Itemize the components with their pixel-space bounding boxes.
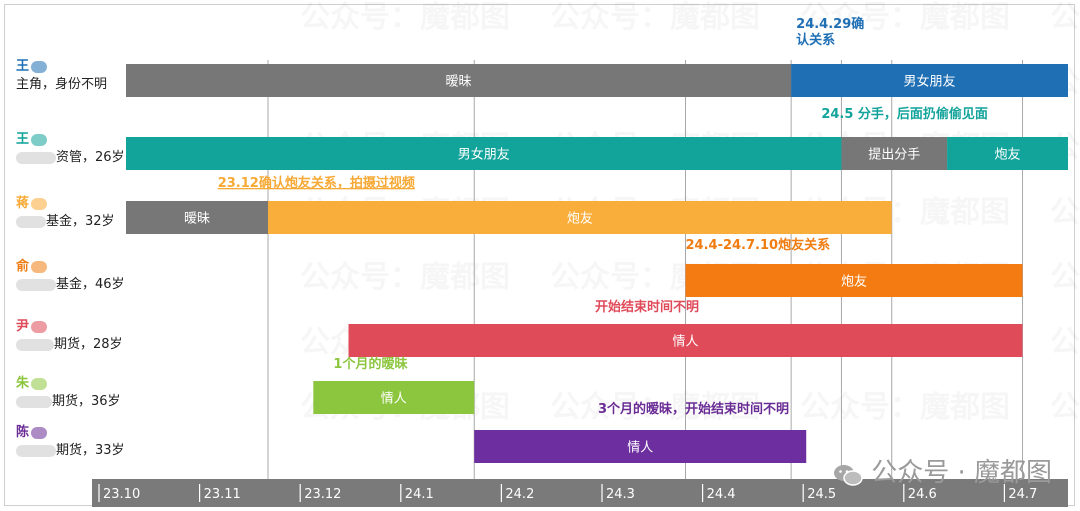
wechat-icon [833, 463, 863, 486]
annotation-text: 1个月的暧昧 [333, 356, 408, 372]
row-label: 朱期货，36岁 [16, 375, 121, 411]
x-tick-label: 24.5 [807, 487, 836, 502]
redacted-name-blur [31, 133, 48, 146]
row-description: 基金，32岁 [46, 214, 115, 229]
redacted-name-blur [31, 197, 48, 210]
bar-segment [126, 64, 792, 97]
bar-segment [685, 264, 1023, 297]
x-tick-label: 23.11 [204, 487, 241, 502]
row-label: 王主角，身份不明 [16, 58, 107, 94]
bar-segment [348, 324, 1023, 357]
row-surname: 朱 [16, 376, 30, 391]
row-surname: 王 [16, 132, 30, 147]
redacted-info-blur [16, 151, 56, 164]
x-tick-label: 24.1 [405, 487, 434, 502]
annotation-text: 23.12确认炮友关系，拍摄过视频 [218, 175, 415, 191]
annotation-text: 认关系 [796, 32, 835, 48]
row-label: 尹期货，28岁 [16, 318, 123, 354]
redacted-info-blur [16, 444, 56, 457]
x-tick-label: 24.3 [606, 487, 635, 502]
annotation-text: 24.4-24.7.10炮友关系 [686, 237, 831, 253]
bar-label: 炮友 [841, 274, 867, 290]
bar-label: 男女朋友 [458, 147, 510, 163]
bar-segment [126, 201, 269, 234]
x-axis-band [92, 479, 1068, 507]
row-description: 基金，46岁 [56, 277, 125, 292]
row-label: 陈期货，33岁 [16, 424, 125, 460]
bar-label: 情人 [673, 335, 699, 350]
redacted-name-blur [31, 260, 48, 273]
bar-label: 炮友 [567, 211, 593, 227]
redacted-info-blur [16, 395, 52, 408]
x-tick-label: 23.12 [304, 487, 341, 502]
annotation-text: 24.5 分手，后面扔偷偷见面 [821, 106, 988, 122]
bar-segment [791, 64, 1068, 97]
row-label: 俞基金，46岁 [16, 258, 125, 294]
redacted-name-blur [31, 426, 48, 439]
redacted-name-blur [31, 320, 48, 333]
row-label: 王资管，26岁 [16, 131, 125, 167]
bar-label: 男女朋友 [904, 74, 956, 90]
bar-label: 暧昧 [184, 212, 210, 227]
x-tick-label: 24.4 [707, 487, 736, 502]
redacted-name-blur [31, 60, 48, 73]
row-surname: 尹 [16, 319, 30, 334]
bar-segment [474, 430, 807, 463]
row-surname: 蒋 [16, 196, 30, 211]
row-surname: 俞 [16, 259, 30, 274]
bar-label: 暧昧 [446, 75, 472, 90]
row-description: 期货，28岁 [54, 337, 123, 352]
bar-segment [947, 137, 1068, 170]
bar-segment [268, 201, 892, 234]
bar-label: 提出分手 [868, 147, 920, 163]
bar-segment [126, 137, 842, 170]
bar-label: 情人 [381, 392, 407, 407]
row-surname: 王 [16, 59, 30, 74]
redacted-info-blur [16, 278, 56, 291]
brand-text: 公众号 · 魔都图 [871, 458, 1052, 488]
row-label: 蒋基金，32岁 [16, 195, 115, 231]
x-tick-label: 23.10 [103, 487, 140, 502]
bar-label: 炮友 [995, 147, 1021, 163]
bar-segment [841, 137, 948, 170]
row-description: 期货，33岁 [56, 443, 125, 458]
annotation-text: 3个月的暧昧，开始结束时间不明 [598, 401, 789, 417]
x-tick-label: 24.6 [908, 487, 937, 502]
brand-watermark: 公众号 · 魔都图 [833, 452, 1052, 489]
bar-label: 情人 [627, 441, 653, 456]
x-tick-label: 24.7 [1008, 487, 1037, 502]
x-tick-label: 24.2 [505, 487, 534, 502]
row-description: 主角，身份不明 [16, 77, 108, 92]
annotation-text: 24.4.29确 [796, 16, 864, 32]
row-description: 期货，36岁 [52, 394, 121, 409]
redacted-name-blur [31, 377, 48, 390]
redacted-info-blur [16, 338, 54, 351]
row-description: 资管，26岁 [56, 150, 125, 165]
row-surname: 陈 [16, 425, 30, 440]
annotation-text: 开始结束时间不明 [595, 299, 699, 315]
redacted-info-blur [16, 215, 46, 228]
bar-segment [313, 381, 475, 414]
